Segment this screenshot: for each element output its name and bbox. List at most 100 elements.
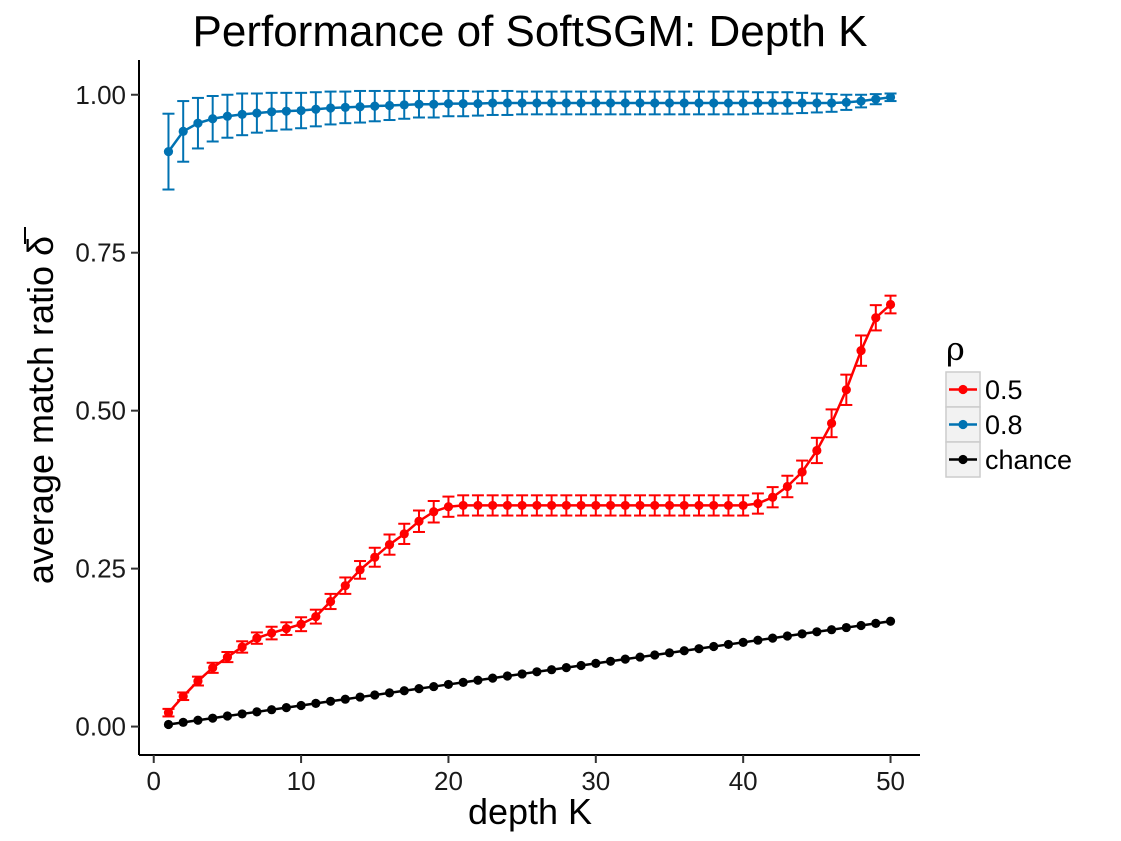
data-point xyxy=(679,500,689,511)
data-point xyxy=(605,500,616,511)
series-line xyxy=(167,96,891,153)
data-point xyxy=(399,686,409,696)
data-point xyxy=(237,642,247,652)
data-point xyxy=(532,98,542,108)
data-point xyxy=(443,98,454,109)
data-point xyxy=(723,98,734,108)
data-point xyxy=(370,690,380,700)
data-point xyxy=(782,481,792,492)
data-point xyxy=(178,691,188,701)
y-tick-label: 1.00 xyxy=(75,80,126,110)
data-point xyxy=(532,500,542,511)
data-point xyxy=(709,98,719,108)
x-tick-label: 40 xyxy=(729,766,758,796)
data-point xyxy=(826,418,837,428)
y-ticks: 0.00 0.25 0.50 0.75 1.00 xyxy=(75,80,139,742)
data-point xyxy=(458,677,468,687)
data-point xyxy=(768,633,778,643)
data-point xyxy=(723,639,734,650)
x-ticks: 0 10 20 30 40 50 xyxy=(147,755,905,796)
data-point xyxy=(178,717,188,727)
data-point xyxy=(885,299,896,310)
data-point xyxy=(193,676,203,686)
chart-title: Performance of SoftSGM: Depth K xyxy=(193,7,868,56)
data-point xyxy=(591,500,601,511)
data-point xyxy=(488,500,498,511)
data-point xyxy=(267,705,277,715)
data-point xyxy=(723,500,734,511)
data-point xyxy=(768,98,778,108)
data-point xyxy=(488,673,498,683)
data-point xyxy=(871,618,881,628)
data-point xyxy=(753,98,763,108)
data-point xyxy=(753,498,763,509)
data-point xyxy=(355,565,365,575)
data-point xyxy=(355,102,365,112)
data-point xyxy=(370,101,380,111)
data-point xyxy=(620,500,630,511)
data-point xyxy=(384,100,395,111)
legend-title: ρ xyxy=(946,330,965,368)
series-layer xyxy=(162,89,897,730)
data-point xyxy=(325,103,336,113)
data-point xyxy=(281,703,291,713)
y-tick-label: 0.25 xyxy=(75,554,126,584)
legend-items: 0.5 0.8 chance xyxy=(945,371,1072,478)
data-point xyxy=(502,98,512,108)
series-0-8 xyxy=(162,89,897,191)
data-point xyxy=(237,109,247,119)
data-point xyxy=(517,500,527,511)
data-point xyxy=(650,500,660,511)
data-point xyxy=(694,98,704,108)
data-point xyxy=(532,667,542,677)
x-axis-title: depth K xyxy=(468,791,592,832)
data-point xyxy=(841,385,851,395)
data-point xyxy=(414,99,424,109)
x-tick-label: 0 xyxy=(147,766,161,796)
data-point xyxy=(856,96,866,106)
data-point xyxy=(340,581,350,591)
data-point xyxy=(473,98,483,109)
data-point xyxy=(222,711,233,721)
data-point xyxy=(561,98,571,108)
x-tick-label: 10 xyxy=(287,766,316,796)
data-point xyxy=(252,108,262,118)
data-point xyxy=(591,658,601,668)
data-point xyxy=(885,616,896,626)
data-point xyxy=(163,708,174,718)
data-point xyxy=(826,98,837,108)
y-tick-label: 0.00 xyxy=(75,712,126,742)
data-point xyxy=(547,665,557,675)
data-point xyxy=(473,675,483,685)
data-point xyxy=(768,492,778,502)
series-line xyxy=(168,620,891,726)
data-point xyxy=(738,500,748,511)
legend-key-point xyxy=(958,419,968,430)
data-point xyxy=(458,500,468,511)
legend: ρ 0.5 0.8 chance xyxy=(945,330,1072,478)
data-point xyxy=(841,97,851,107)
y-tick-label: 0.50 xyxy=(75,396,126,426)
data-point xyxy=(237,709,247,719)
data-point xyxy=(267,628,277,638)
data-point xyxy=(252,707,262,717)
x-tick-label: 50 xyxy=(876,766,905,796)
data-point xyxy=(414,684,424,694)
data-point xyxy=(576,98,586,108)
data-point xyxy=(664,648,675,658)
data-point xyxy=(885,92,896,102)
series-line xyxy=(167,303,892,714)
data-point xyxy=(812,627,822,637)
data-point xyxy=(856,346,866,356)
data-point xyxy=(547,500,557,511)
data-point xyxy=(635,98,645,108)
data-point xyxy=(163,147,174,157)
legend-label: 0.5 xyxy=(985,375,1023,405)
data-point xyxy=(399,100,409,110)
data-point xyxy=(193,715,203,725)
data-point xyxy=(340,102,350,112)
data-point xyxy=(281,624,291,634)
data-point xyxy=(694,500,704,511)
series-0-5 xyxy=(162,294,897,718)
